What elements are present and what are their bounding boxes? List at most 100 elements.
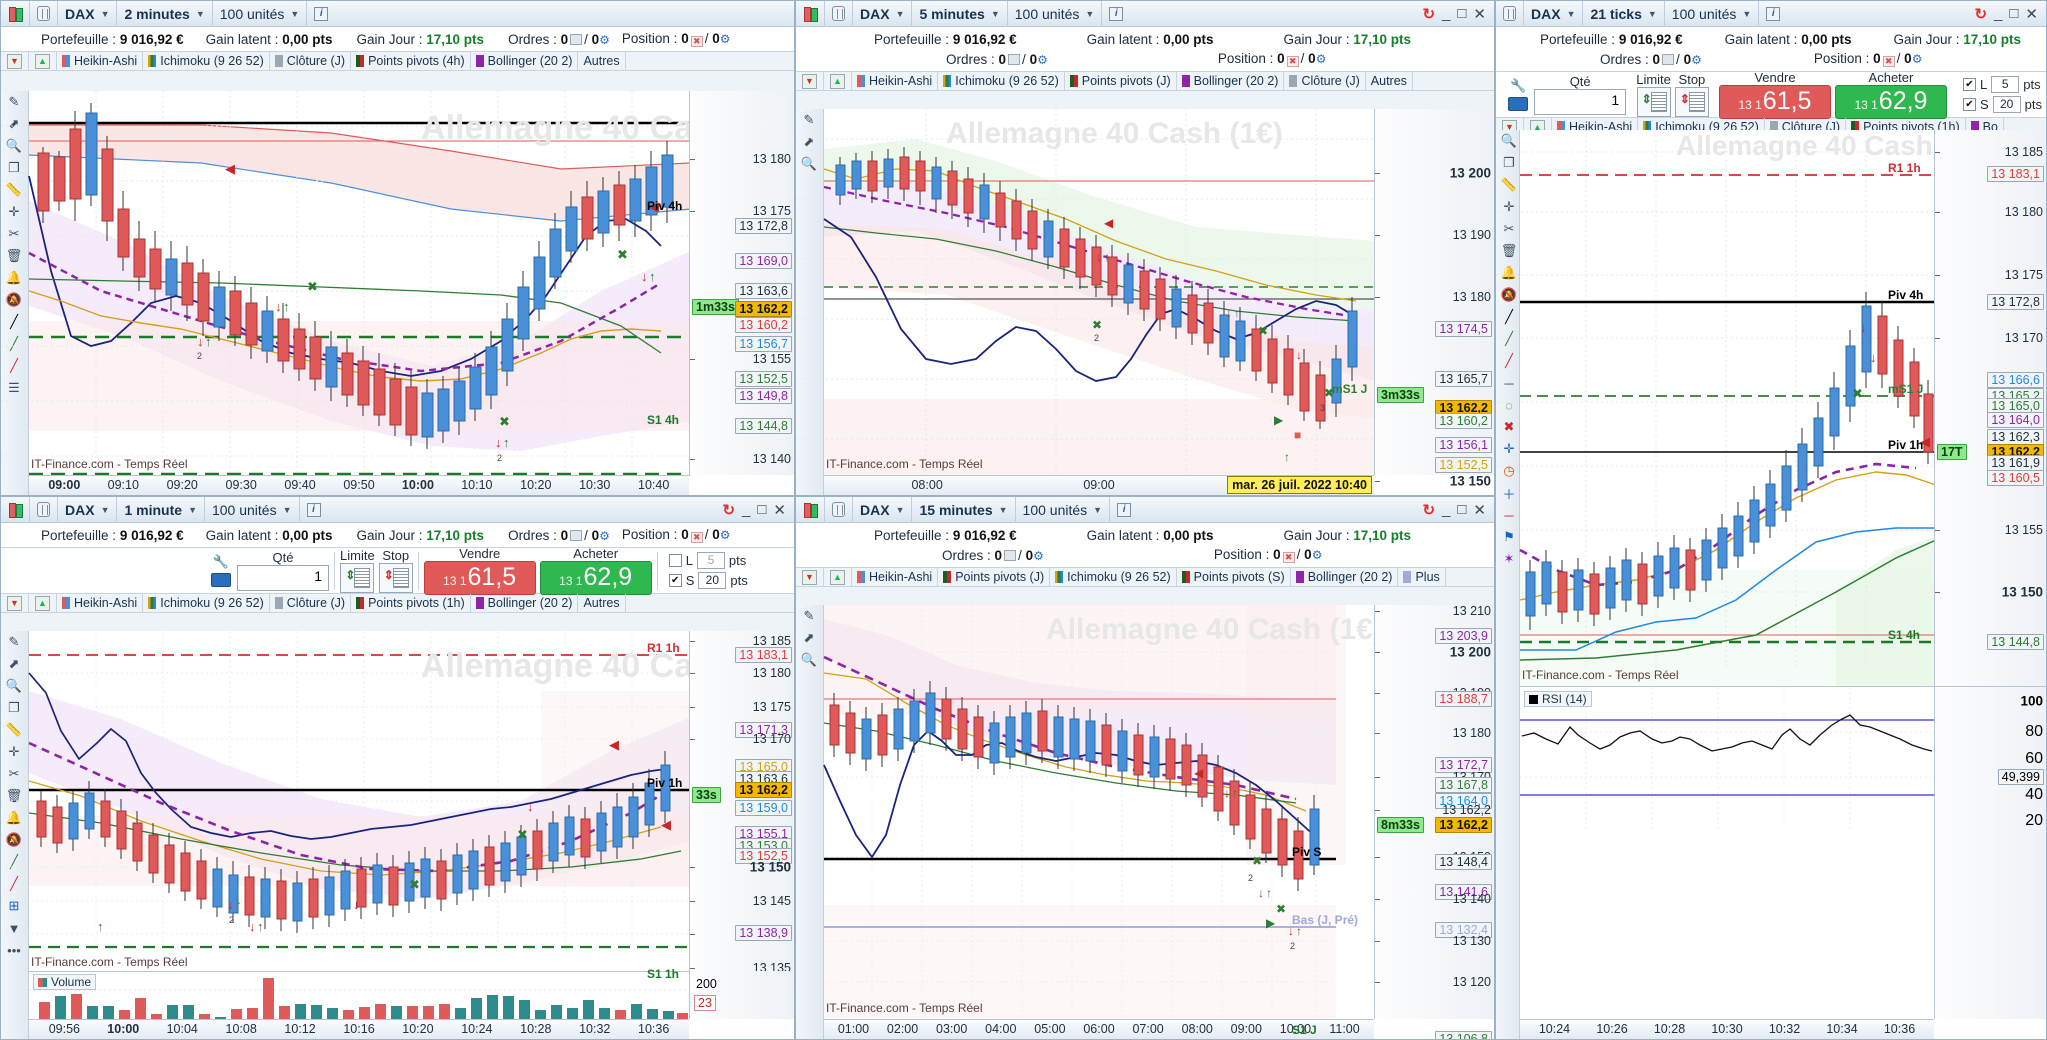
pencil-icon[interactable]: ✎ [803,112,815,127]
gear-icon[interactable]: ⚙ [1691,52,1702,67]
chart-tools-sidebar-1min[interactable]: ✎ ⬈ 🔍 ❐ 📏 ✛ ✂ 🗑 🔔 🔕 ╱ ╱ ⊞ ▼ ••• [1,631,29,1039]
limit-checkbox[interactable]: ✔ [1963,78,1976,91]
cursor-icon[interactable]: ⬈ [803,134,815,149]
close-icon[interactable]: ✕ [1473,5,1486,23]
keyboard-icon[interactable] [1508,97,1529,111]
price-axis-1min[interactable]: 13 185 13 183,1 13 180 13 175 13 171,3 13 170… [689,631,794,1019]
scroll-up-button[interactable]: ▲ [824,71,852,91]
move-icon[interactable]: ✛ [1503,199,1515,214]
indicator-ichimoku[interactable]: Ichimoku (9 26 52) [143,51,270,71]
copy-icon[interactable]: ❐ [1503,155,1515,170]
sell-field[interactable]: Vendre 13 1 61,5 [423,546,536,595]
gear-icon-2[interactable]: ⚙ [719,32,731,46]
minimize-icon[interactable]: _ [1442,501,1451,518]
units-selector[interactable]: 100 unités ▼ [205,497,300,523]
stop-points-input[interactable]: 20 [1992,96,2021,113]
wrench-icon[interactable]: 🔧 [1510,78,1527,93]
clock-icon[interactable]: ◷ [1503,463,1515,478]
line-red-icon[interactable]: ╱ [10,358,18,373]
chart-tools-sidebar-15min[interactable]: ✎ ⬈ 🔍 [796,605,824,1039]
magnifier-icon[interactable]: 🔍 [800,652,818,667]
alarm-icon[interactable]: 🔔 [1500,265,1518,280]
limit-order-button[interactable]: ⇕ [340,563,375,593]
close-icon[interactable]: ✕ [773,501,786,519]
maximize-icon[interactable]: □ [2009,5,2019,22]
alarm-icon[interactable]: 🔔 [5,270,23,285]
magnifier-icon[interactable]: 🔍 [800,156,818,171]
cursor-icon[interactable]: ⬈ [8,656,20,671]
scroll-down-button[interactable]: ▼ [796,567,824,587]
stop-field[interactable]: Stop ⇕ [378,548,413,593]
limit-stop-settings[interactable]: L 5 pts ✔ S 20 pts [668,552,748,589]
trash-icon[interactable]: 🗑 [1500,243,1518,258]
move-icon[interactable]: ✛ [8,744,20,759]
sell-button[interactable]: 13 1 61,5 [1718,85,1831,119]
line-red-icon[interactable]: ╱ [1505,353,1513,368]
sell-field[interactable]: Vendre 13 1 61,5 [1718,70,1831,119]
indicator-pivots-4h[interactable]: Points pivots (4h) [351,51,471,71]
order-ticket[interactable]: 🔧 Qté 1 Limite ⇕ Stop ⇕ Vendre 13 1 61,5… [1496,70,2046,119]
line-green-icon[interactable]: ╱ [10,336,18,351]
gear-icon-2[interactable]: ⚙ [1911,52,1923,66]
scroll-up-button[interactable]: ▲ [29,593,57,613]
indicator-pivots-j[interactable]: Points pivots (J) [938,567,1051,587]
flag-icon[interactable]: ⚑ [1503,529,1515,544]
indicator-pivots-s[interactable]: Points pivots (S) [1177,567,1291,587]
cross-red-icon[interactable]: ✖ [1503,419,1515,434]
stop-checkbox[interactable]: ✔ [1963,98,1976,111]
maximize-icon[interactable]: □ [1457,501,1467,518]
link-icon[interactable] [1496,1,1524,27]
order-mode-icons[interactable]: 🔧 [211,554,231,587]
wrench-icon[interactable]: 🔧 [212,554,230,569]
refresh-icon[interactable]: ↻ [1422,5,1436,23]
orders-icon[interactable] [1008,53,1021,65]
indicator-bollinger[interactable]: Bollinger (20 2) [1177,71,1285,91]
quantity-input[interactable]: 1 [237,565,329,591]
close-icon[interactable]: ✕ [1473,501,1486,519]
indicator-add-icon[interactable]: ⊞ [8,898,20,913]
price-axis-5min[interactable]: 13 200 13 190 13 180 13 174,5 13 165,7 3m33s 1… [1374,109,1494,489]
chart-canvas-ticks[interactable]: 🔍 ❐ 📏 ✛ ✂ 🗑 🔔 🔕 ╱ ╱ ╱ ─ ◌ ✖ ✛ ◷ ＋ － ⚑ ✶ [1496,130,2046,1039]
instrument-selector[interactable]: DAX ▼ [1524,1,1584,27]
limit-points-input[interactable]: 5 [696,552,725,569]
price-axis-ticks[interactable]: 13 185 13 183,1 13 180 13 175 13 172,8 13 170… [1934,130,2046,690]
stop-checkbox[interactable]: ✔ [668,574,682,587]
fib-icon[interactable]: ☰ [8,380,20,395]
position-icon[interactable]: ✖ [1882,56,1895,67]
window-buttons[interactable]: ↻ _ □ ✕ [1966,5,2046,23]
scroll-up-button[interactable]: ▲ [29,51,57,71]
gear-icon-2[interactable]: ⚙ [1315,52,1327,66]
volume-subchart[interactable]: Volume [29,971,691,1020]
indicator-ichimoku[interactable]: Ichimoku (9 26 52) [1050,567,1177,587]
magnifier-icon[interactable]: 🔍 [5,678,23,693]
scroll-down-button[interactable]: ▼ [1,593,29,613]
indicator-others[interactable]: Autres [578,51,626,71]
rsi-legend[interactable]: RSI (14) [1524,691,1592,707]
magnifier-icon[interactable]: 🔍 [1500,133,1518,148]
gear-icon-2[interactable]: ⚙ [719,528,731,542]
chart-canvas-15min[interactable]: ✎ ⬈ 🔍 [796,605,1494,1039]
quantity-field[interactable]: Qté 1 [237,550,329,591]
info-button[interactable]: i [1110,497,1138,523]
bell-icon[interactable]: 🔕 [5,292,23,307]
scroll-down-button[interactable]: ▼ [1,51,29,71]
indicator-ichimoku[interactable]: Ichimoku (9 26 52) [938,71,1065,91]
limit-setting-row[interactable]: ✔ L 5 pts [1963,76,2042,93]
timeframe-selector[interactable]: 21 ticks ▼ [1583,1,1665,27]
limit-checkbox[interactable] [668,554,682,567]
line-green-icon[interactable]: ╱ [1505,331,1513,346]
indicator-heikin-ashi[interactable]: Heikin-Ashi [57,593,144,613]
time-axis-1min[interactable]: 09:56 10:00 10:04 10:08 10:12 10:16 10:20 10:24… [29,1019,689,1039]
chevron-down-icon[interactable]: ▼ [7,920,21,936]
window-buttons[interactable]: ↻ _ □ ✕ [714,501,794,519]
indicator-plus[interactable]: Plus [1398,567,1446,587]
chart-canvas-2min[interactable]: ✎ ⬈ 🔍 ❐ 📏 ✛ ✂ 🗑 🔔 🔕 ╱ ╱ ╱ ☰ [1,91,794,495]
plus-blue-icon[interactable]: ✛ [1503,441,1515,456]
timeframe-selector[interactable]: 15 minutes ▼ [912,497,1016,523]
orders-icon[interactable] [570,529,583,541]
units-selector[interactable]: 100 unités ▼ [1008,1,1103,27]
limit-field[interactable]: Limite ⇕ [340,548,375,593]
stop-setting-row[interactable]: ✔ S 20 pts [668,572,748,589]
eraser-icon[interactable]: ✂ [1503,221,1515,236]
